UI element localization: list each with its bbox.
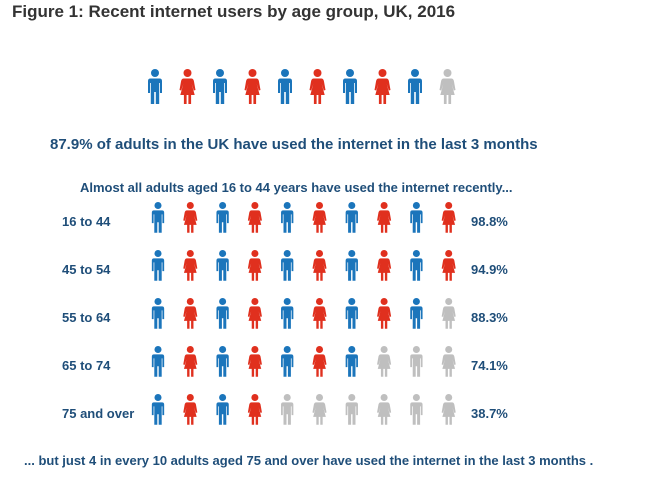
person-icon-75-and-over-5-empty <box>281 394 294 425</box>
row-value-65-to-74: 74.1% <box>471 358 508 373</box>
person-icon-45-to-54-7-filled <box>345 250 358 281</box>
person-icon-overall-6-filled <box>309 69 326 104</box>
row-label-65-to-74: 65 to 74 <box>62 358 111 373</box>
person-icon-45-to-54-4-filled <box>247 250 262 281</box>
person-icon-overall-1-filled <box>148 69 162 104</box>
person-icon-55-to-64-8-filled <box>377 298 392 329</box>
person-icon-55-to-64-2-filled <box>183 298 198 329</box>
subheading: Almost all adults aged 16 to 44 years ha… <box>80 180 513 195</box>
person-icon-45-to-54-10-filled <box>441 250 456 281</box>
person-icon-55-to-64-1-filled <box>151 298 165 329</box>
row-value-75-and-over: 38.7% <box>471 406 508 421</box>
person-icon-65-to-74-10-empty <box>441 346 456 377</box>
person-icon-75-and-over-3-filled <box>216 394 229 425</box>
overall-icon-row <box>148 69 456 104</box>
person-icon-45-to-54-5-filled <box>281 250 294 281</box>
person-icon-75-and-over-4-filled <box>247 394 262 425</box>
person-icon-75-and-over-2-filled <box>183 394 198 425</box>
headline: 87.9% of adults in the UK have used the … <box>50 136 538 153</box>
person-icon-45-to-54-6-filled <box>312 250 327 281</box>
person-icon-overall-5-filled <box>278 69 292 104</box>
person-icon-16-to-44-7-filled <box>345 202 358 233</box>
person-icon-16-to-44-4-filled <box>247 202 262 233</box>
person-icon-65-to-74-9-empty <box>410 346 423 377</box>
row-label-16-to-44: 16 to 44 <box>62 214 111 229</box>
person-icon-16-to-44-8-filled <box>377 202 392 233</box>
person-icon-65-to-74-6-filled <box>312 346 327 377</box>
person-icon-65-to-74-7-filled <box>345 346 358 377</box>
person-icon-overall-7-filled <box>343 69 357 104</box>
person-icon-16-to-44-5-filled <box>281 202 294 233</box>
person-icon-16-to-44-3-filled <box>216 202 229 233</box>
person-icon-overall-2-filled <box>179 69 196 104</box>
person-icon-45-to-54-1-filled <box>151 250 165 281</box>
row-value-16-to-44: 98.8% <box>471 214 508 229</box>
chart-title: Figure 1: Recent internet users by age g… <box>12 2 456 21</box>
person-icon-75-and-over-8-empty <box>377 394 392 425</box>
person-icon-16-to-44-9-filled <box>410 202 423 233</box>
person-icon-16-to-44-10-filled <box>441 202 456 233</box>
person-icon-55-to-64-6-filled <box>312 298 327 329</box>
row-value-55-to-64: 88.3% <box>471 310 508 325</box>
person-icon-65-to-74-4-filled <box>247 346 262 377</box>
row-label-45-to-54: 45 to 54 <box>62 262 111 277</box>
person-icon-overall-3-filled <box>213 69 227 104</box>
person-icon-65-to-74-2-filled <box>183 346 198 377</box>
person-icon-16-to-44-6-filled <box>312 202 327 233</box>
person-icon-65-to-74-3-filled <box>216 346 229 377</box>
person-icon-55-to-64-7-filled <box>345 298 358 329</box>
person-icon-55-to-64-3-filled <box>216 298 229 329</box>
row-value-45-to-54: 94.9% <box>471 262 508 277</box>
person-icon-75-and-over-6-empty <box>312 394 327 425</box>
person-icon-55-to-64-9-filled <box>410 298 423 329</box>
person-icon-overall-9-filled <box>408 69 422 104</box>
age-group-icon-rows <box>151 202 456 425</box>
person-icon-45-to-54-2-filled <box>183 250 198 281</box>
person-icon-65-to-74-1-filled <box>151 346 165 377</box>
person-icon-75-and-over-9-empty <box>410 394 423 425</box>
footer-note: ... but just 4 in every 10 adults aged 7… <box>24 453 594 468</box>
person-icon-75-and-over-10-empty <box>441 394 456 425</box>
person-icon-65-to-74-8-empty <box>377 346 392 377</box>
person-icon-65-to-74-5-filled <box>281 346 294 377</box>
person-icon-75-and-over-1-filled <box>151 394 165 425</box>
person-icon-overall-10-empty <box>439 69 456 104</box>
person-icon-overall-4-filled <box>244 69 261 104</box>
row-label-75-and-over: 75 and over <box>62 406 135 421</box>
person-icon-overall-8-filled <box>374 69 391 104</box>
person-icon-45-to-54-9-filled <box>410 250 423 281</box>
person-icon-55-to-64-10-empty <box>441 298 456 329</box>
person-icon-75-and-over-7-empty <box>345 394 358 425</box>
person-icon-45-to-54-3-filled <box>216 250 229 281</box>
person-icon-45-to-54-8-filled <box>377 250 392 281</box>
person-icon-16-to-44-2-filled <box>183 202 198 233</box>
person-icon-55-to-64-5-filled <box>281 298 294 329</box>
row-label-55-to-64: 55 to 64 <box>62 310 111 325</box>
person-icon-55-to-64-4-filled <box>247 298 262 329</box>
person-icon-16-to-44-1-filled <box>151 202 165 233</box>
